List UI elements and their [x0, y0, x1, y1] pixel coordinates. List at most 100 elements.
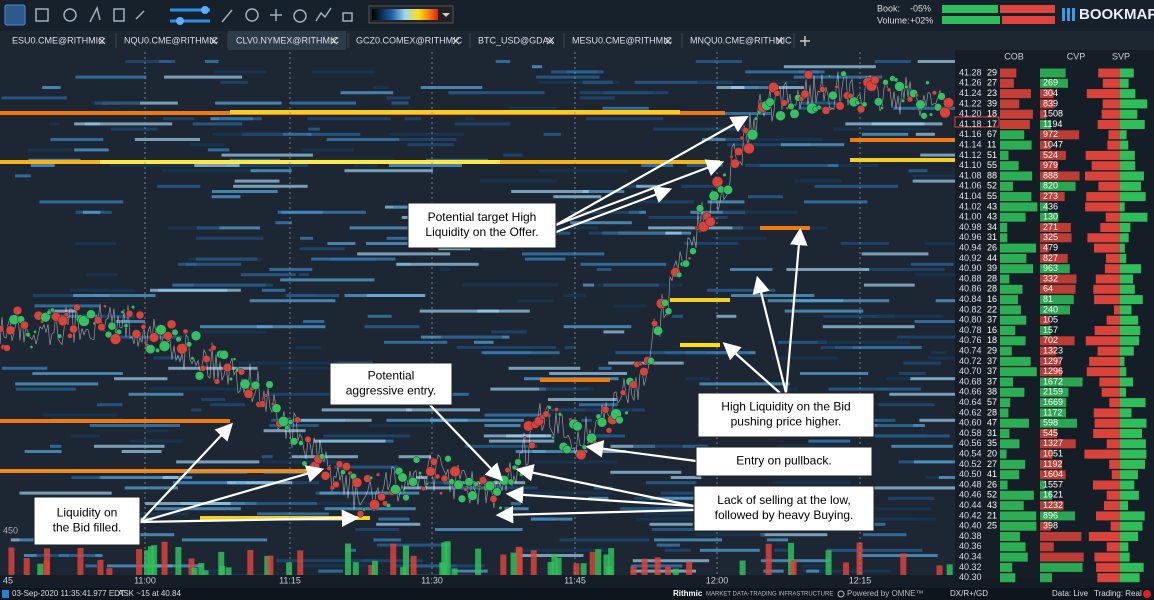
cvp-value: 1194: [1043, 119, 1062, 129]
trade-bubble: [265, 380, 274, 389]
cob-bar: [1000, 181, 1013, 191]
slider-knob[interactable]: [201, 6, 209, 14]
cvp-bar: [1040, 120, 1052, 129]
tab-label[interactable]: MNQU0.CME@RITHMIC: [690, 35, 792, 45]
tab-close[interactable]: [664, 37, 672, 45]
liquidity-cell: [399, 138, 457, 141]
liquidity-cell: [524, 257, 566, 261]
crosshair-tool[interactable]: [270, 9, 282, 21]
svp-bar-buy: [1120, 377, 1134, 387]
tab-label[interactable]: GCZ0.COMEX@RITHMIC: [356, 35, 463, 45]
cob-bar: [1000, 295, 1018, 305]
liquidity-cell: [438, 247, 471, 251]
price-label: 40.34: [959, 551, 982, 561]
price-label: 41.16: [959, 129, 982, 139]
liquidity-cell: [318, 569, 343, 573]
cvp-bar: [1040, 377, 1083, 387]
add-tab[interactable]: [800, 36, 810, 46]
volume-bar: [946, 564, 953, 575]
trade-bubble: [647, 357, 655, 365]
trade-bubble: [464, 477, 474, 487]
cob-bar: [1000, 459, 1026, 469]
slider-knob[interactable]: [176, 17, 184, 25]
cob-value: 21: [987, 510, 997, 520]
liquidity-cell: [146, 429, 169, 433]
trade-bubble: [575, 449, 587, 461]
pointer-tool[interactable]: [4, 4, 26, 26]
zoom-tool[interactable]: [35, 8, 49, 22]
active-tab[interactable]: [228, 31, 346, 50]
liquidity-cell: [482, 247, 506, 251]
liquidity-cell: [439, 268, 451, 271]
volume-bar: [654, 557, 661, 575]
cvp-value: 1669: [1043, 397, 1063, 407]
liquidity-cell: [780, 143, 845, 147]
trade-bubble: [397, 472, 408, 483]
liquidity-cell: [786, 268, 870, 271]
liquidity-cell: [49, 444, 62, 448]
trade-bubble: [605, 427, 613, 434]
liquidity-cell: [682, 444, 708, 448]
price-label: 40.40: [959, 521, 982, 531]
liquidity-cell: [823, 314, 896, 318]
tool-icons: [35, 5, 353, 23]
liquidity-band: [200, 516, 370, 520]
trade-bubble: [125, 309, 134, 318]
lock-tool[interactable]: [342, 12, 353, 22]
volume-bar: [368, 564, 375, 575]
liquidity-cell: [635, 517, 708, 521]
svp-bar-sell: [1109, 459, 1120, 469]
liquidity-cell: [564, 346, 576, 349]
cob-bar: [1000, 243, 1037, 253]
price-label: 41.02: [959, 201, 982, 211]
cob-bar: [1000, 367, 1037, 377]
chat-tool[interactable]: [245, 8, 259, 22]
svp-bar-buy: [1120, 253, 1127, 263]
liquidity-cell: [301, 148, 354, 152]
liquidity-cell: [840, 242, 889, 245]
pen-tool[interactable]: [221, 9, 233, 23]
trade-bubble: [335, 460, 344, 468]
liquidity-cell: [211, 195, 241, 199]
tab-close[interactable]: [330, 37, 338, 45]
share-tool[interactable]: [63, 8, 77, 22]
cob-value: 28: [987, 284, 997, 294]
cvp-value: 81: [1043, 294, 1053, 304]
cob-bar: [1000, 573, 1016, 583]
tab-close[interactable]: [98, 37, 106, 45]
tab-close[interactable]: [546, 37, 554, 45]
liquidity-cell: [699, 382, 790, 386]
powered-by: Powered by OMNE™: [847, 589, 923, 598]
cob-value: 38: [987, 387, 997, 397]
tab-close[interactable]: [452, 37, 460, 45]
cob-bar: [1000, 449, 1007, 459]
tab-label[interactable]: MESU0.CME@RITHMIC: [572, 35, 673, 45]
tab-label[interactable]: BTC_USD@GDAX: [478, 35, 555, 45]
volume-bar: [400, 567, 407, 575]
tab-label[interactable]: ESU0.CME@RITHMIC: [12, 35, 105, 45]
price-label: 40.42: [959, 510, 982, 520]
liquidity-cell: [690, 210, 746, 214]
liquidity-cell: [47, 309, 76, 313]
link-tool[interactable]: [135, 10, 145, 20]
brush-tool[interactable]: [89, 5, 101, 23]
volume-bar: [739, 560, 746, 575]
liquidity-cell: [862, 268, 945, 271]
trade-bubble: [906, 96, 914, 103]
liquidity-cell: [575, 387, 594, 391]
liquidity-cell: [192, 122, 243, 126]
tab-label[interactable]: CLV0.NYMEX@RITHMIC: [236, 35, 339, 45]
svp-bar-sell: [1099, 377, 1120, 387]
timer-tool[interactable]: [293, 9, 307, 23]
tab-label[interactable]: NQU0.CME@RITHMIC: [124, 35, 219, 45]
liquidity-cell: [913, 460, 955, 464]
tab-close[interactable]: [776, 37, 784, 45]
liquidity-cell: [672, 314, 683, 318]
trade-bubble: [816, 105, 822, 110]
layers-tool[interactable]: [113, 8, 125, 22]
trade-bubble: [210, 344, 217, 351]
trade-bubble: [109, 333, 122, 345]
indicator-tool[interactable]: [315, 7, 332, 22]
trade-bubble: [238, 368, 245, 376]
tab-close[interactable]: [210, 37, 218, 45]
